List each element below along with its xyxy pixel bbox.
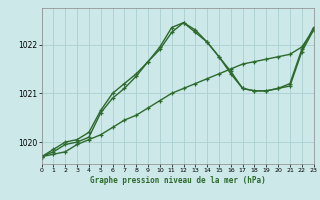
X-axis label: Graphe pression niveau de la mer (hPa): Graphe pression niveau de la mer (hPa) — [90, 176, 266, 185]
